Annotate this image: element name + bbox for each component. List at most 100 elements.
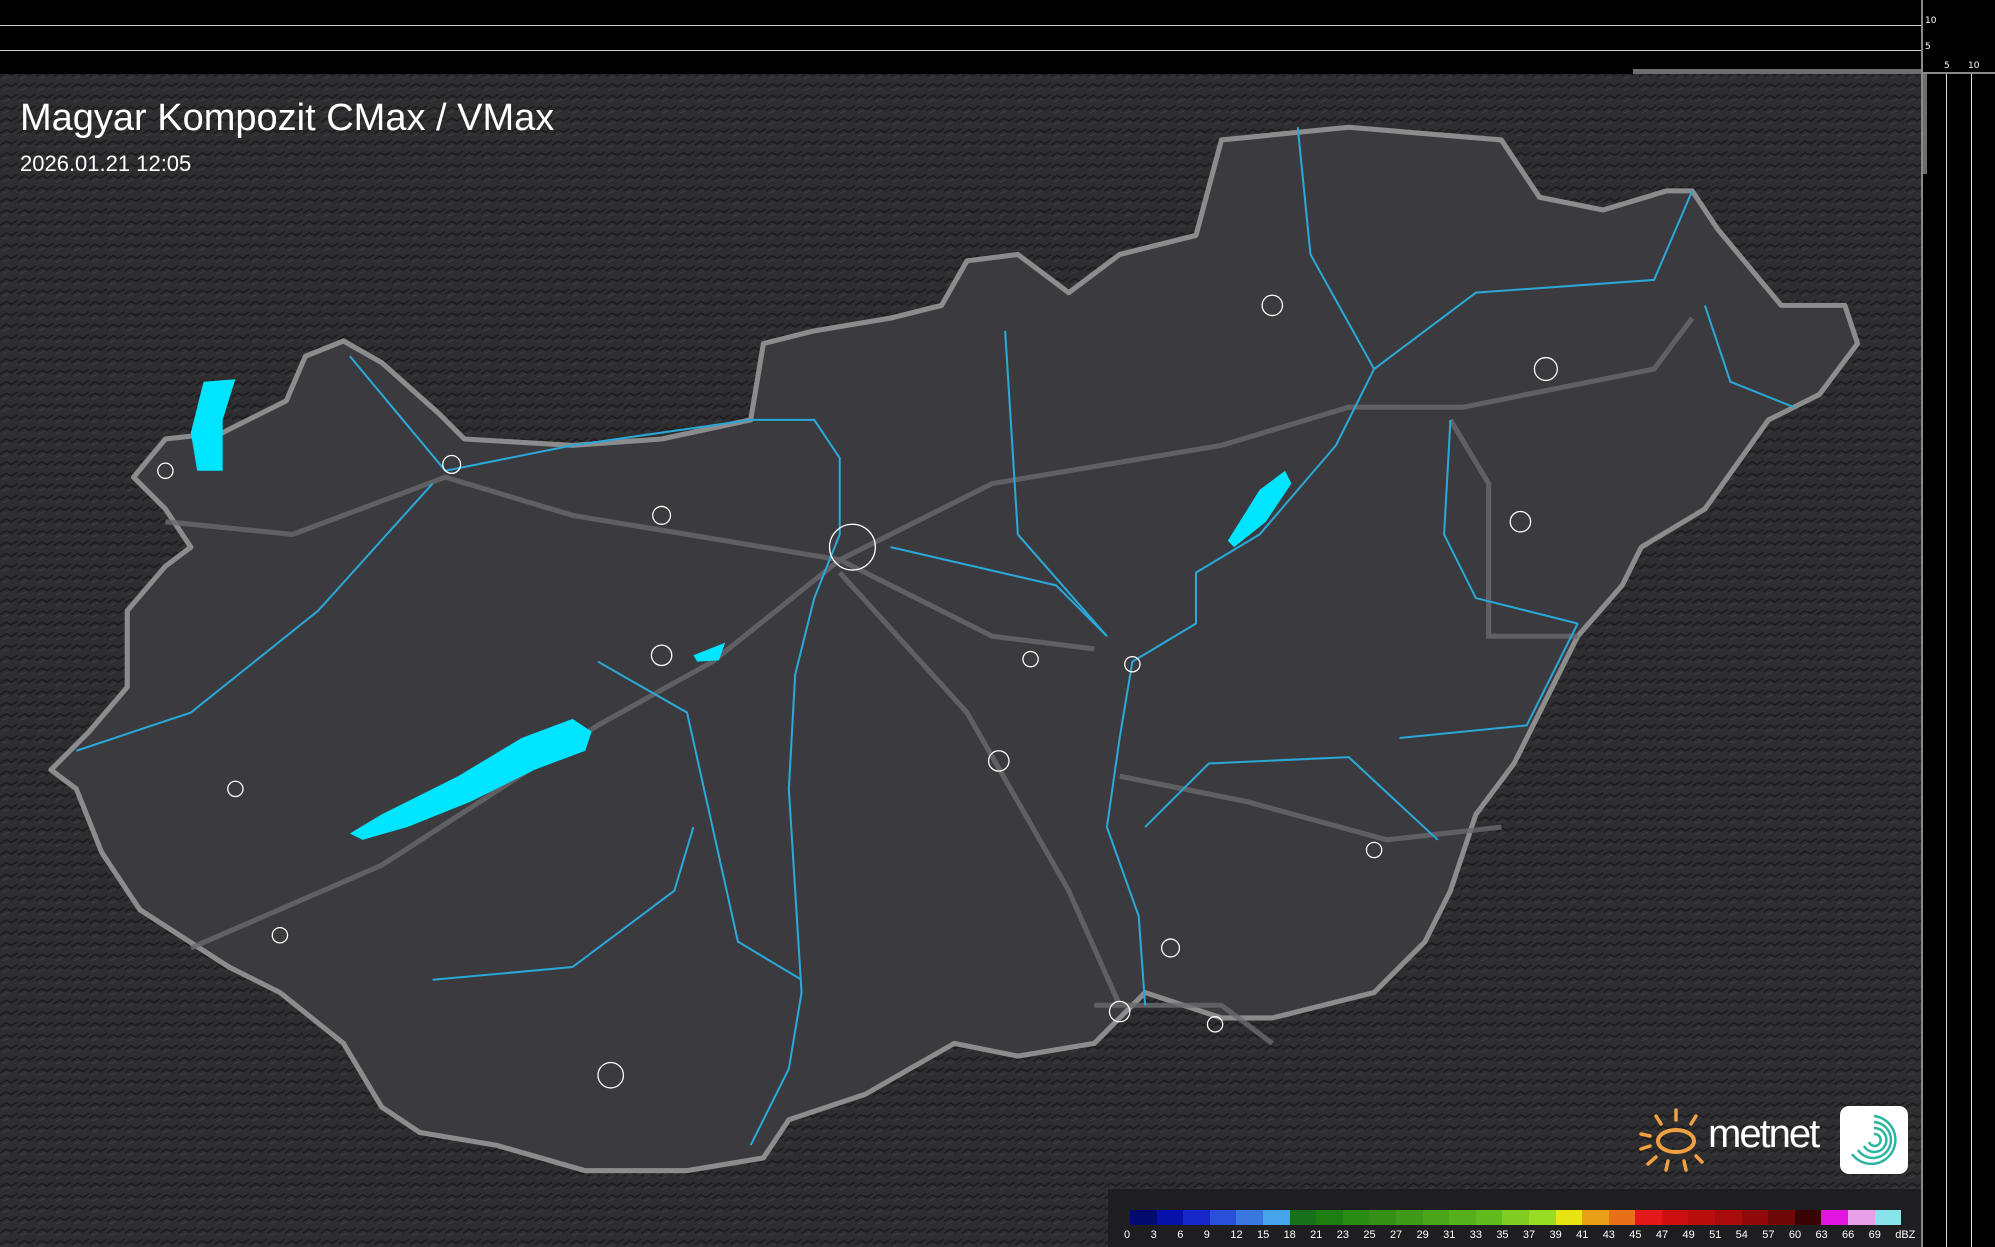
settlements	[157, 294, 1558, 1089]
map-title: Magyar Kompozit CMax / VMax	[20, 97, 555, 139]
river	[432, 826, 695, 981]
legend-label: 25	[1363, 1229, 1376, 1241]
legend-label: 39	[1549, 1229, 1562, 1241]
legend-unit: dBZ	[1895, 1229, 1916, 1241]
legend-label: 33	[1469, 1229, 1482, 1241]
legend-swatch	[1768, 1210, 1795, 1225]
lakes	[190, 379, 1292, 840]
river	[890, 546, 1108, 637]
scale-bar-gray	[1633, 69, 1921, 74]
scale-bar-vertical	[1923, 74, 1927, 174]
legend-label: 18	[1283, 1229, 1296, 1241]
river	[1004, 330, 1108, 637]
legend-swatch	[1608, 1210, 1636, 1225]
scale-label-right-10: 10	[1968, 61, 1980, 71]
top-scale-bar	[0, 0, 1921, 74]
metnet-sun-logo-icon	[1639, 1108, 1704, 1172]
legend-swatch	[1794, 1210, 1822, 1225]
legend-swatch	[1236, 1210, 1263, 1225]
legend-label: 29	[1416, 1229, 1429, 1241]
legend-swatch	[1688, 1210, 1716, 1225]
legend-swatch	[1528, 1210, 1556, 1225]
legend-label: 12	[1230, 1229, 1243, 1241]
scale-vline-5	[1946, 74, 1947, 1247]
scale-label-top-10: 10	[1925, 16, 1937, 26]
river	[1144, 756, 1439, 841]
legend-swatch	[1422, 1210, 1450, 1225]
road	[1448, 418, 1578, 639]
scale-line-5	[0, 50, 1921, 51]
lake-velence	[693, 642, 726, 662]
hungary-country-area	[48, 124, 1861, 1174]
brand-name: metnet	[1708, 1112, 1820, 1156]
lake-tisza	[1227, 470, 1292, 548]
legend-label: 54	[1735, 1229, 1748, 1241]
legend-swatch	[1874, 1210, 1902, 1225]
river	[1443, 419, 1578, 625]
legend-swatch	[1635, 1210, 1662, 1225]
legend-swatch	[1715, 1210, 1742, 1225]
legend-swatch	[1555, 1210, 1583, 1225]
river-danube	[349, 355, 841, 1146]
legend-swatch	[1848, 1210, 1875, 1225]
color-legend: 0 3 6 9 12 15 18 21 23 25 27 29 31 33 35 37 39 41 43 45 47 49…	[1108, 1189, 1921, 1247]
legend-label: 51	[1709, 1229, 1722, 1241]
legend-label: 43	[1602, 1229, 1615, 1241]
legend-label: 63	[1815, 1229, 1828, 1241]
legend-swatch	[1209, 1210, 1237, 1225]
legend-swatch	[1156, 1210, 1184, 1225]
legend-label: 37	[1522, 1229, 1536, 1241]
right-scale-panel: 10 5 5 10	[1921, 0, 1995, 1247]
scale-line-10	[0, 25, 1921, 26]
legend-label: 57	[1762, 1229, 1775, 1241]
legend-label: 27	[1389, 1229, 1403, 1241]
rivers	[76, 127, 1795, 1146]
app-swirl-icon	[1840, 1106, 1908, 1174]
legend-swatch	[1369, 1210, 1396, 1225]
legend-label: 45	[1629, 1229, 1642, 1241]
legend-swatch	[1821, 1210, 1849, 1225]
legend-swatch	[1130, 1210, 1157, 1225]
river	[1703, 305, 1795, 409]
lake-balaton	[349, 718, 592, 840]
legend-colorbar	[1130, 1210, 1902, 1225]
road	[837, 570, 1122, 1007]
river	[597, 660, 803, 981]
legend-swatch	[1342, 1210, 1370, 1225]
scale-label-right-5: 5	[1944, 61, 1950, 71]
scale-vline-10	[1971, 74, 1972, 1247]
road	[838, 557, 1095, 652]
map-timestamp: 2026.01.21 12:05	[20, 151, 192, 176]
map-canvas	[0, 74, 1921, 1247]
legend-label: 41	[1576, 1229, 1589, 1241]
scale-axis	[1923, 72, 1995, 74]
river	[76, 482, 434, 752]
legend-label: 9	[1203, 1229, 1210, 1241]
river	[1296, 127, 1375, 370]
radar-map[interactable]	[0, 74, 1921, 1247]
legend-label: 60	[1788, 1229, 1802, 1241]
legend-label: 23	[1336, 1229, 1349, 1241]
legend-label: 21	[1310, 1229, 1323, 1241]
road	[1094, 1002, 1274, 1046]
river-tisza	[1105, 190, 1694, 1006]
legend-swatch	[1183, 1210, 1210, 1225]
legend-label: 31	[1443, 1229, 1456, 1241]
legend-swatch	[1316, 1210, 1343, 1225]
legend-swatch	[1395, 1210, 1423, 1225]
lake-neusiedl	[190, 379, 236, 471]
legend-swatch	[1582, 1210, 1609, 1225]
legend-swatch	[1502, 1210, 1529, 1225]
legend-labels: 0 3 6 9 12 15 18 21 23 25 27 29 31 33 35 37 39 41 43 45 47 49…	[1124, 1229, 1922, 1241]
legend-label: 49	[1682, 1229, 1695, 1241]
legend-label: 66	[1842, 1229, 1855, 1241]
river	[1399, 623, 1579, 740]
road	[165, 316, 1695, 563]
legend-swatch	[1449, 1210, 1476, 1225]
legend-label: 35	[1496, 1229, 1509, 1241]
legend-label: 47	[1655, 1229, 1669, 1241]
legend-label: 3	[1150, 1229, 1157, 1241]
road	[189, 557, 842, 951]
scale-label-top-5: 5	[1925, 42, 1931, 52]
legend-label: 69	[1868, 1229, 1881, 1241]
